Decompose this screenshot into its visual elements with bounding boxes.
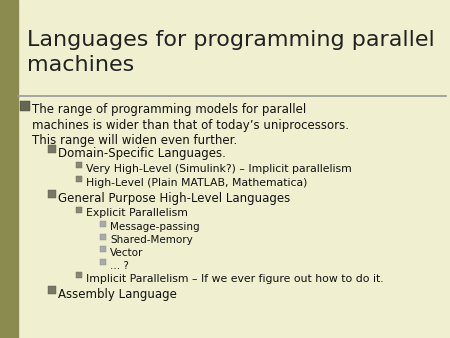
Text: Message-passing: Message-passing xyxy=(110,222,200,233)
Text: General Purpose High-Level Languages: General Purpose High-Level Languages xyxy=(58,192,291,205)
Text: Implicit Parallelism – If we ever figure out how to do it.: Implicit Parallelism – If we ever figure… xyxy=(86,274,383,284)
Text: Explicit Parallelism: Explicit Parallelism xyxy=(86,208,187,218)
Text: High-Level (Plain MATLAB, Mathematica): High-Level (Plain MATLAB, Mathematica) xyxy=(86,178,307,188)
Bar xyxy=(0,0,18,338)
Text: Assembly Language: Assembly Language xyxy=(58,288,177,301)
Text: The range of programming models for parallel
machines is wider than that of toda: The range of programming models for para… xyxy=(32,103,348,147)
Text: Domain-Specific Languages.: Domain-Specific Languages. xyxy=(58,147,226,160)
Text: Shared-Memory: Shared-Memory xyxy=(110,235,193,245)
Text: Languages for programming parallel
machines: Languages for programming parallel machi… xyxy=(27,30,435,75)
Text: Very High-Level (Simulink?) – Implicit parallelism: Very High-Level (Simulink?) – Implicit p… xyxy=(86,164,351,174)
Text: ... ?: ... ? xyxy=(110,261,129,271)
Text: Vector: Vector xyxy=(110,248,144,258)
